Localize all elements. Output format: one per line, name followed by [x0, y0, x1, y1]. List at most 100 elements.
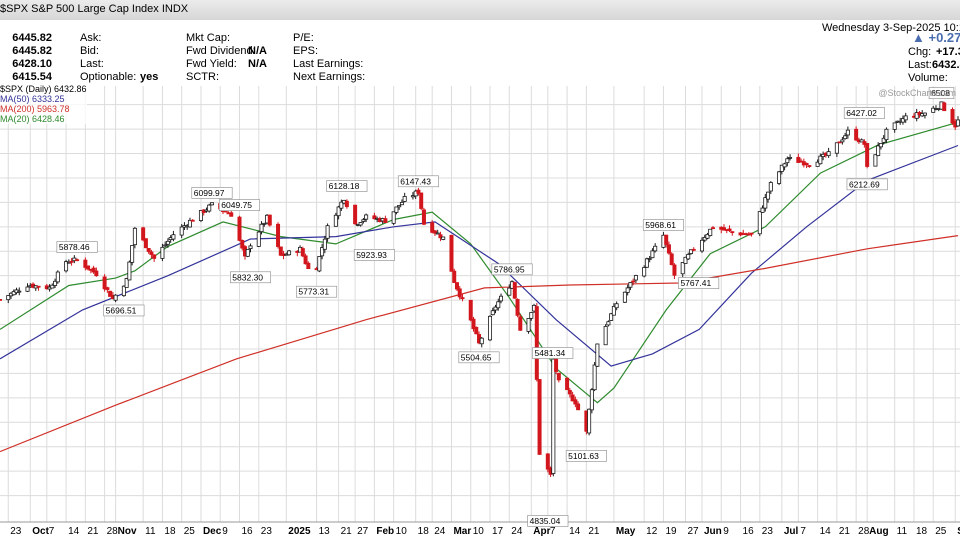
x-tick-label: Mar [453, 526, 471, 537]
candle-body [507, 287, 512, 296]
candle-body [113, 294, 118, 301]
candle-body [108, 290, 113, 297]
candle-body [36, 285, 41, 288]
x-tick-label: 21 [839, 526, 851, 537]
x-tick-label: Dec [203, 526, 222, 537]
candle-body [358, 222, 363, 226]
candle-body [763, 197, 768, 209]
candle-body [705, 233, 710, 239]
watermark: @StockCharts.com [878, 88, 956, 98]
price-chart[interactable]: 5878.46 5696.51 6099.97 6049.75 5832.30 5773.… [0, 86, 960, 540]
candle-body [75, 259, 80, 262]
quote-panel: 6445.82 6445.82 6428.10 6415.54 Ask: Bid… [0, 20, 960, 86]
legend-ma200: MA(200) 5963.78 [0, 104, 70, 114]
candle-body [66, 261, 71, 264]
annotation-box [843, 107, 885, 119]
candle-body [6, 295, 11, 301]
candle-body [650, 250, 655, 259]
candle-body [688, 249, 693, 254]
candle-body [149, 251, 154, 255]
chart-grid [0, 86, 960, 523]
candle-body [50, 284, 55, 289]
annotation-box [532, 347, 574, 359]
candle-body [278, 246, 283, 256]
x-tick-label: Aug [869, 526, 888, 537]
candle-body [190, 219, 195, 222]
candle-body [160, 246, 165, 259]
ma20-line [0, 121, 959, 404]
high-value: 6445.82 [12, 45, 52, 57]
x-tick-label: Oct [32, 526, 49, 537]
candle-body [493, 306, 498, 311]
candle-body [364, 214, 369, 220]
prev-close-value: 6415.54 [12, 71, 52, 83]
candle-body [146, 248, 151, 252]
candle-body [333, 214, 338, 227]
x-tick-label: Jul [784, 526, 799, 537]
candle-body [782, 163, 787, 168]
candle-body [130, 245, 135, 263]
candle-body [102, 276, 107, 290]
pe-label: P/E: [293, 32, 314, 44]
candle-body [452, 270, 457, 283]
annotation-label: 5504.65 [461, 352, 492, 362]
candle-body [903, 115, 908, 121]
candle-body [336, 206, 341, 217]
candle-body [843, 135, 848, 140]
chg-value: +17.3 [936, 46, 960, 58]
candle-body [892, 122, 897, 130]
candle-body [804, 162, 809, 166]
candle-body [91, 267, 96, 273]
candle-body [237, 216, 242, 241]
candle-body [17, 290, 22, 293]
candle-body [876, 145, 881, 156]
candle-body [471, 318, 476, 330]
legend-ma20: MA(20) 6428.46 [0, 114, 65, 124]
candle-body [556, 372, 561, 381]
candle-body [633, 275, 638, 281]
x-tick-label: 10 [473, 526, 485, 537]
x-tick-label: 28 [858, 526, 870, 537]
candle-body [240, 240, 245, 249]
next-earnings-label: Next Earnings: [293, 71, 366, 83]
annotation-label: 5878.46 [59, 242, 90, 252]
annotation-label: 5767.41 [680, 278, 711, 288]
candle-body [383, 218, 388, 223]
candle-body [496, 301, 501, 309]
candle-body [421, 209, 426, 225]
candle-body [518, 316, 523, 331]
annotation-label: 5101.63 [568, 451, 599, 461]
candle-body [545, 453, 550, 470]
x-tick-label: 18 [418, 526, 430, 537]
candle-body [399, 202, 404, 206]
candle-body [777, 171, 782, 184]
x-tick-label: 7 [550, 526, 556, 537]
candle-body [567, 390, 572, 395]
x-tick-label: 23 [261, 526, 273, 537]
candle-body [11, 291, 16, 296]
candle-body [565, 377, 570, 391]
x-tick-label: 25 [184, 526, 196, 537]
candle-body [653, 245, 658, 252]
optionable-value: yes [140, 71, 159, 83]
annotation-label: 4835.04 [530, 516, 561, 526]
candle-body [826, 151, 831, 157]
x-tick-label: 12 [646, 526, 658, 537]
last-label: Last: [80, 58, 104, 70]
candle-body [606, 321, 611, 326]
annotation-label: 5968.61 [645, 220, 676, 230]
candle-body [796, 156, 801, 163]
candle-body [171, 234, 176, 240]
candle-body [267, 214, 272, 226]
candle-body [727, 228, 732, 232]
eps-label: EPS: [293, 45, 319, 57]
annotation-box [103, 304, 145, 317]
fwd-yield-value: N/A [248, 58, 267, 70]
chart-legend: $SPX (Daily) 6432.86 MA(50) 6333.25 MA(2… [0, 84, 87, 124]
last-earnings-label: Last Earnings: [293, 58, 364, 70]
candle-body [372, 215, 377, 220]
candle-body [25, 286, 30, 292]
candle-body [69, 260, 74, 263]
x-tick-label: 10 [396, 526, 408, 537]
candle-body [53, 280, 58, 286]
